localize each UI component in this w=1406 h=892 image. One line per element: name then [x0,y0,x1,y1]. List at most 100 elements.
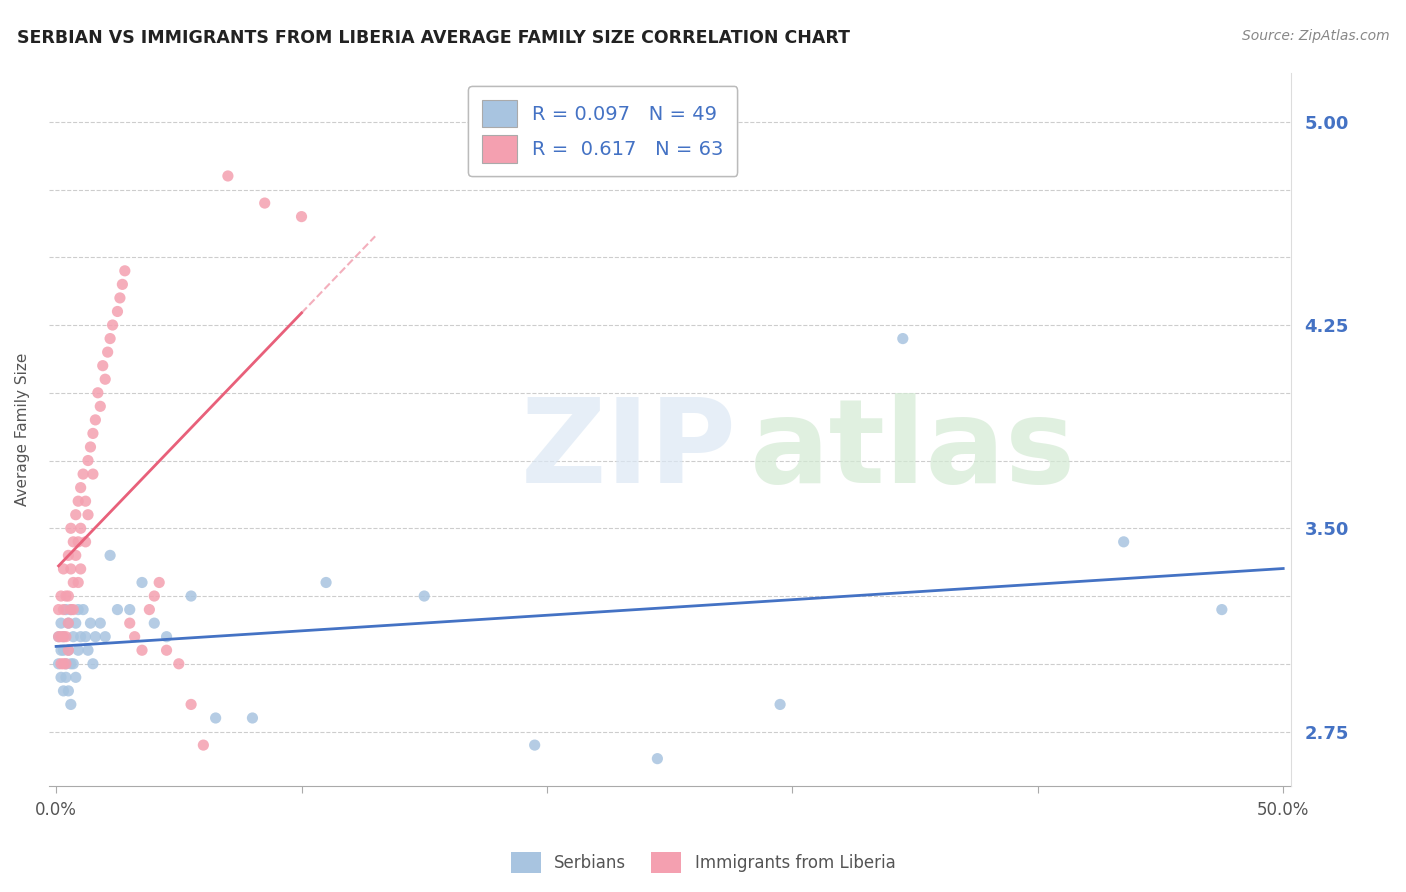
Point [1211,602,1233,616]
Point [647,751,669,765]
Point [49,616,72,631]
Point [131,575,153,590]
Point [75,534,97,549]
Point [91,359,114,373]
Point [62,630,84,644]
Point [59,602,82,616]
Point [84,413,107,427]
Legend: R = 0.097   N = 49, R =  0.617   N = 63: R = 0.097 N = 49, R = 0.617 N = 63 [468,87,737,177]
Point [204,711,226,725]
Point [98,549,121,563]
Point [253,196,276,211]
Point [69,562,91,576]
Point [75,494,97,508]
Point [58,589,80,603]
Text: atlas: atlas [751,393,1077,508]
Point [155,643,177,657]
Point [148,575,170,590]
Point [77,453,100,467]
Point [65,670,87,684]
Point [62,575,84,590]
Point [52,643,75,657]
Point [59,698,82,712]
Point [48,630,70,644]
Point [114,264,136,278]
Point [55,657,77,671]
Text: Source: ZipAtlas.com: Source: ZipAtlas.com [1241,29,1389,43]
Point [49,670,72,684]
Point [769,698,792,712]
Point [59,562,82,576]
Point [59,521,82,535]
Y-axis label: Average Family Size: Average Family Size [15,352,30,506]
Point [1112,534,1135,549]
Point [77,643,100,657]
Point [180,589,202,603]
Point [155,630,177,644]
Point [52,630,75,644]
Point [290,210,312,224]
Point [62,602,84,616]
Point [49,630,72,644]
Point [167,657,190,671]
Point [48,630,70,644]
Point [67,494,90,508]
Point [242,711,264,725]
Point [143,616,166,631]
Point [58,616,80,631]
Point [82,426,104,441]
Point [111,277,134,292]
Point [94,630,117,644]
Point [193,738,215,752]
Point [84,630,107,644]
Point [55,602,77,616]
Point [49,643,72,657]
Point [52,602,75,616]
Point [89,616,111,631]
Point [97,345,120,359]
Point [48,602,70,616]
Text: SERBIAN VS IMMIGRANTS FROM LIBERIA AVERAGE FAMILY SIZE CORRELATION CHART: SERBIAN VS IMMIGRANTS FROM LIBERIA AVERA… [17,29,849,46]
Point [67,643,90,657]
Point [69,630,91,644]
Point [131,643,153,657]
Point [58,643,80,657]
Point [118,616,141,631]
Point [49,657,72,671]
Point [143,589,166,603]
Point [67,534,90,549]
Point [55,657,77,671]
Point [79,616,101,631]
Point [107,602,129,616]
Point [180,698,202,712]
Point [315,575,337,590]
Point [62,657,84,671]
Point [118,602,141,616]
Point [72,602,94,616]
Point [58,549,80,563]
Point [217,169,239,183]
Point [58,616,80,631]
Point [69,521,91,535]
Point [124,630,146,644]
Point [108,291,131,305]
Point [413,589,436,603]
Point [55,670,77,684]
Point [59,657,82,671]
Point [58,643,80,657]
Point [77,508,100,522]
Point [94,372,117,386]
Point [82,467,104,481]
Point [49,589,72,603]
Point [65,508,87,522]
Point [87,385,110,400]
Point [138,602,160,616]
Point [55,589,77,603]
Point [52,562,75,576]
Point [65,549,87,563]
Point [107,304,129,318]
Point [65,616,87,631]
Point [89,400,111,414]
Point [98,332,121,346]
Point [52,630,75,644]
